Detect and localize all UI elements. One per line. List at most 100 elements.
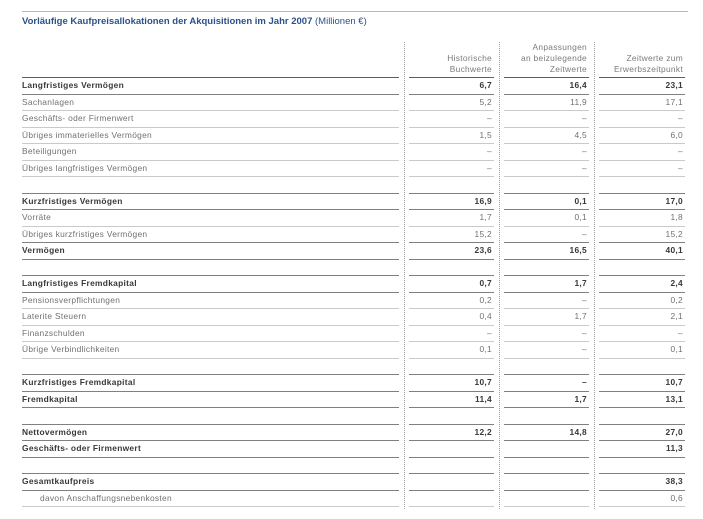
table-row: Vorräte 1,7 0,1 1,8 — [22, 210, 685, 227]
cell-zeitwerte: 17,0 — [599, 194, 685, 211]
cell-historische-buchwerte — [409, 474, 494, 491]
cell-anpassungen: – — [504, 161, 589, 178]
empty-cell — [504, 177, 589, 194]
cell-historische-buchwerte: – — [409, 161, 494, 178]
row-label: Gesamtkaufpreis — [22, 474, 399, 491]
spacer-row — [22, 177, 685, 194]
table-title-unit: (Millionen €) — [315, 16, 367, 27]
table-row: Kurzfristiges Fremdkapital 10,7 – 10,7 — [22, 375, 685, 392]
table-row: Sachanlagen 5,2 11,9 17,1 — [22, 95, 685, 112]
cell-zeitwerte: 13,1 — [599, 392, 685, 409]
empty-cell — [409, 177, 494, 194]
row-label: Kurzfristiges Vermögen — [22, 194, 399, 211]
column-divider — [594, 42, 595, 509]
table-row: Langfristiges Vermögen 6,7 16,4 23,1 — [22, 78, 685, 95]
cell-zeitwerte: – — [599, 161, 685, 178]
cell-historische-buchwerte: 5,2 — [409, 95, 494, 112]
cell-zeitwerte: 0,1 — [599, 342, 685, 359]
cell-zeitwerte: – — [599, 111, 685, 128]
cell-zeitwerte: 17,1 — [599, 95, 685, 112]
empty-cell — [599, 260, 685, 277]
table-row: Laterite Steuern 0,4 1,7 2,1 — [22, 309, 685, 326]
column-header-line: Anpassungen — [532, 42, 587, 52]
cell-anpassungen: 1,7 — [504, 276, 589, 293]
cell-historische-buchwerte — [409, 441, 494, 458]
top-rule — [22, 11, 688, 12]
empty-cell — [599, 359, 685, 376]
cell-historische-buchwerte: 15,2 — [409, 227, 494, 244]
spacer-row — [22, 260, 685, 277]
cell-zeitwerte: 1,8 — [599, 210, 685, 227]
column-header-historische-buchwerte: Historische Buchwerte — [409, 40, 494, 78]
empty-cell — [22, 408, 399, 425]
empty-cell — [22, 177, 399, 194]
empty-cell — [599, 177, 685, 194]
cell-zeitwerte: – — [599, 326, 685, 343]
cell-zeitwerte: 0,6 — [599, 491, 685, 508]
row-label: Finanzschulden — [22, 326, 399, 343]
empty-cell — [409, 359, 494, 376]
cell-anpassungen — [504, 491, 589, 508]
table-header: Historische Buchwerte Anpassungen an bei… — [22, 40, 685, 78]
spacer-row — [22, 359, 685, 376]
table-row: Kurzfristiges Vermögen 16,9 0,1 17,0 — [22, 194, 685, 211]
row-label: Pensionsverpflichtungen — [22, 293, 399, 310]
cell-anpassungen: 1,7 — [504, 392, 589, 409]
column-header-line: Zeitwerte — [549, 64, 587, 74]
row-label: Sachanlagen — [22, 95, 399, 112]
row-label: davon Anschaffungsnebenkosten — [22, 491, 399, 508]
table-row: Geschäfts- oder Firmenwert 11,3 — [22, 441, 685, 458]
cell-anpassungen: – — [504, 326, 589, 343]
table-row: davon Anschaffungsnebenkosten 0,6 — [22, 491, 685, 508]
row-label: Nettovermögen — [22, 425, 399, 442]
row-label: Laterite Steuern — [22, 309, 399, 326]
cell-anpassungen: 4,5 — [504, 128, 589, 145]
table-title-text: Vorläufige Kaufpreisallokationen der Akq… — [22, 16, 313, 27]
cell-historische-buchwerte: – — [409, 111, 494, 128]
cell-historische-buchwerte: – — [409, 144, 494, 161]
row-label: Langfristiges Vermögen — [22, 78, 399, 95]
table-title: Vorläufige Kaufpreisallokationen der Akq… — [22, 16, 367, 28]
table-row: Übriges langfristiges Vermögen – – – — [22, 161, 685, 178]
cell-anpassungen: – — [504, 342, 589, 359]
cell-anpassungen: 1,7 — [504, 309, 589, 326]
cell-zeitwerte: 10,7 — [599, 375, 685, 392]
cell-historische-buchwerte: 0,7 — [409, 276, 494, 293]
table-row: Gesamtkaufpreis 38,3 — [22, 474, 685, 491]
cell-historische-buchwerte: 12,2 — [409, 425, 494, 442]
table-row: Nettovermögen 12,2 14,8 27,0 — [22, 425, 685, 442]
spacer-row — [22, 408, 685, 425]
cell-zeitwerte: – — [599, 144, 685, 161]
cell-historische-buchwerte: 1,5 — [409, 128, 494, 145]
column-header-line: Erwerbszeitpunkt — [613, 64, 683, 74]
cell-anpassungen: – — [504, 375, 589, 392]
column-divider — [499, 42, 500, 509]
cell-zeitwerte: 2,1 — [599, 309, 685, 326]
cell-anpassungen: – — [504, 111, 589, 128]
empty-cell — [409, 260, 494, 277]
cell-anpassungen: 11,9 — [504, 95, 589, 112]
row-label: Vermögen — [22, 243, 399, 260]
cell-anpassungen: 0,1 — [504, 210, 589, 227]
empty-cell — [409, 458, 494, 475]
cell-historische-buchwerte — [409, 491, 494, 508]
row-label: Kurzfristiges Fremdkapital — [22, 375, 399, 392]
table-row: Übriges kurzfristiges Vermögen 15,2 – 15… — [22, 227, 685, 244]
empty-cell — [409, 408, 494, 425]
cell-historische-buchwerte: – — [409, 326, 494, 343]
cell-anpassungen — [504, 474, 589, 491]
row-label: Geschäfts- oder Firmenwert — [22, 111, 399, 128]
empty-cell — [504, 260, 589, 277]
table-row: Vermögen 23,6 16,5 40,1 — [22, 243, 685, 260]
cell-anpassungen — [504, 441, 589, 458]
header-label-cell — [22, 40, 399, 78]
cell-historische-buchwerte: 23,6 — [409, 243, 494, 260]
cell-historische-buchwerte: 1,7 — [409, 210, 494, 227]
empty-cell — [22, 458, 399, 475]
cell-anpassungen: 14,8 — [504, 425, 589, 442]
empty-cell — [22, 359, 399, 376]
row-label: Fremdkapital — [22, 392, 399, 409]
cell-anpassungen: – — [504, 144, 589, 161]
cell-historische-buchwerte: 10,7 — [409, 375, 494, 392]
cell-historische-buchwerte: 0,1 — [409, 342, 494, 359]
